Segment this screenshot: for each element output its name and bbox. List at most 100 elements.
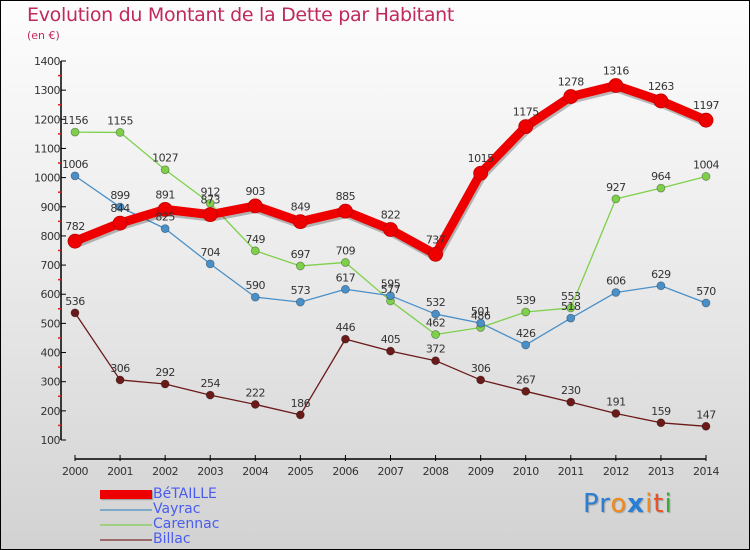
legend-label: Billac bbox=[153, 531, 191, 547]
data-point bbox=[115, 128, 125, 137]
legend-swatch bbox=[100, 490, 152, 499]
axes: 1002003004005006007008009001000110012001… bbox=[34, 55, 720, 478]
legend-item-billac: Billac bbox=[100, 532, 219, 547]
data-label: 536 bbox=[65, 295, 85, 308]
data-point bbox=[250, 400, 260, 409]
logo-letter: i bbox=[664, 489, 673, 519]
data-point bbox=[653, 93, 669, 109]
data-point bbox=[473, 165, 489, 181]
y-tick-label: 700 bbox=[41, 259, 61, 272]
data-point bbox=[292, 214, 308, 230]
data-point bbox=[521, 386, 531, 396]
data-label: 1278 bbox=[558, 76, 584, 89]
y-tick-label: 1400 bbox=[34, 55, 60, 68]
x-tick-label: 2014 bbox=[693, 465, 719, 478]
data-point bbox=[250, 292, 260, 302]
logo-letter: t bbox=[653, 489, 665, 519]
data-label: 539 bbox=[516, 294, 536, 307]
data-point bbox=[386, 346, 395, 356]
data-point bbox=[476, 375, 486, 385]
data-point bbox=[611, 409, 621, 418]
data-label: 532 bbox=[426, 296, 446, 309]
data-point bbox=[338, 203, 353, 219]
data-point bbox=[295, 297, 305, 307]
data-point bbox=[70, 308, 80, 318]
data-point bbox=[112, 215, 128, 231]
y-tick-label: 1000 bbox=[34, 172, 60, 185]
series-btaille bbox=[67, 78, 714, 262]
y-tick-label: 200 bbox=[41, 405, 61, 418]
data-label: 306 bbox=[471, 362, 491, 375]
data-label: 1004 bbox=[693, 158, 719, 171]
data-label: 617 bbox=[336, 271, 356, 284]
data-point bbox=[160, 165, 170, 175]
data-label: 405 bbox=[381, 333, 401, 346]
data-point bbox=[611, 194, 621, 204]
data-point bbox=[341, 334, 350, 344]
legend: BéTAILLE Vayrac Carennac Billac bbox=[100, 487, 219, 547]
y-tick-label: 600 bbox=[41, 288, 61, 301]
data-label: 230 bbox=[561, 384, 581, 397]
x-tick-label: 2011 bbox=[558, 465, 584, 478]
data-label: 595 bbox=[381, 278, 401, 291]
data-point bbox=[701, 172, 711, 181]
data-label: 606 bbox=[606, 274, 626, 287]
data-point bbox=[67, 233, 83, 249]
data-label: 501 bbox=[471, 305, 491, 318]
data-label: 844 bbox=[110, 202, 130, 215]
data-label: 782 bbox=[65, 220, 85, 233]
x-tick-label: 2010 bbox=[513, 465, 539, 478]
data-point bbox=[70, 171, 80, 181]
data-point bbox=[431, 356, 440, 366]
data-label: 704 bbox=[200, 246, 220, 259]
data-point bbox=[701, 421, 711, 431]
y-tick-label: 1300 bbox=[34, 84, 60, 97]
y-tick-label: 1100 bbox=[34, 142, 60, 155]
data-point bbox=[476, 318, 486, 328]
data-label: 186 bbox=[291, 397, 311, 410]
data-point bbox=[295, 261, 305, 271]
data-point bbox=[115, 202, 125, 212]
data-label: 927 bbox=[606, 181, 626, 194]
data-point bbox=[656, 418, 666, 428]
data-label: 891 bbox=[155, 188, 175, 201]
data-label: 709 bbox=[336, 244, 356, 257]
legend-item-carennac: Carennac bbox=[100, 517, 219, 532]
x-tick-label: 2003 bbox=[197, 465, 223, 478]
data-label: 577 bbox=[381, 283, 401, 296]
data-point bbox=[160, 224, 170, 234]
data-label: 191 bbox=[606, 395, 626, 408]
chart-subtitle: (en €) bbox=[27, 29, 60, 42]
data-point bbox=[157, 201, 173, 217]
proxiti-logo: Proxiti bbox=[583, 489, 673, 519]
logo-letter: i bbox=[645, 489, 654, 519]
logo-letter: r bbox=[599, 489, 611, 519]
data-point bbox=[205, 390, 215, 400]
data-point bbox=[431, 309, 440, 319]
data-label: 899 bbox=[110, 189, 130, 202]
chart-title: Evolution du Montant de la Dette par Hab… bbox=[27, 4, 455, 26]
y-tick-label: 400 bbox=[41, 347, 61, 360]
data-label: 553 bbox=[561, 290, 581, 303]
legend-item-vayrac: Vayrac bbox=[100, 502, 219, 517]
x-tick-label: 2007 bbox=[378, 465, 404, 478]
data-point bbox=[563, 89, 579, 104]
data-label: 822 bbox=[381, 209, 401, 222]
data-label: 1197 bbox=[693, 99, 719, 112]
data-label: 267 bbox=[516, 373, 536, 386]
data-point bbox=[566, 313, 576, 323]
data-label: 159 bbox=[651, 405, 671, 418]
data-point bbox=[205, 259, 215, 269]
data-point bbox=[202, 207, 218, 223]
data-point bbox=[608, 78, 624, 93]
data-label: 1155 bbox=[107, 114, 133, 127]
data-label: 1263 bbox=[648, 80, 674, 93]
data-label: 873 bbox=[200, 194, 220, 207]
data-label: 749 bbox=[246, 233, 266, 246]
data-point bbox=[341, 258, 350, 267]
data-point bbox=[160, 379, 170, 389]
data-point bbox=[566, 303, 576, 313]
data-label: 1316 bbox=[603, 64, 629, 77]
y-tick-label: 100 bbox=[41, 434, 61, 447]
